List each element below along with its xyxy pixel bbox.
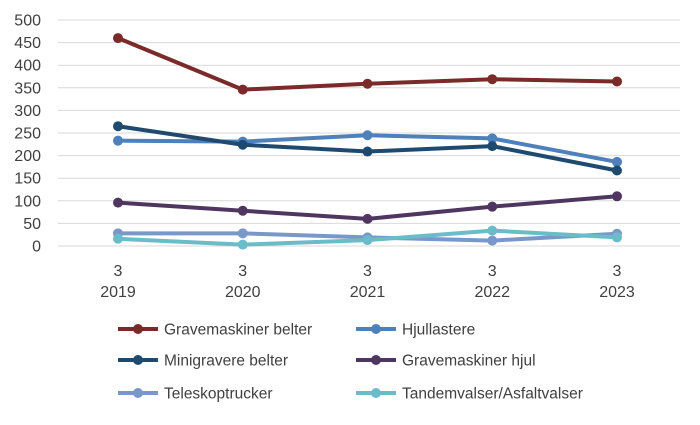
legend-item: Gravemaskiner belter — [118, 322, 312, 339]
y-tick-label: 350 — [14, 80, 41, 97]
series-3 — [113, 191, 622, 224]
data-point — [237, 139, 248, 150]
data-point — [237, 205, 248, 216]
data-point — [487, 133, 498, 144]
y-tick-label: 100 — [14, 193, 41, 210]
data-point — [487, 235, 498, 246]
data-point — [362, 130, 373, 141]
legend-marker — [133, 388, 143, 398]
legend-label: Hjullastere — [402, 322, 475, 339]
y-tick-label: 450 — [14, 35, 41, 52]
data-point — [362, 213, 373, 224]
legend-marker — [133, 324, 143, 334]
y-tick-label: 50 — [23, 216, 41, 233]
x-tick-label-top: 3 — [114, 263, 123, 280]
data-point — [237, 228, 248, 239]
legend-item: Tandemvalser/Asfaltvalser — [356, 386, 583, 403]
data-point — [612, 165, 622, 176]
legend-item: Teleskoptrucker — [118, 386, 273, 403]
data-point — [362, 146, 373, 157]
legend: Gravemaskiner belter Hjullastere Minigrave… — [118, 322, 583, 403]
data-point — [237, 239, 248, 250]
data-point — [362, 78, 373, 89]
x-tick-label-top: 3 — [363, 263, 372, 280]
x-tick-label-year: 2022 — [474, 284, 510, 301]
y-tick-label: 500 — [14, 13, 41, 30]
data-point — [237, 84, 248, 95]
legend-marker — [371, 324, 381, 334]
data-point — [362, 235, 373, 246]
legend-marker — [133, 355, 143, 365]
x-tick-label-year: 2020 — [225, 284, 261, 301]
data-point — [113, 197, 123, 208]
y-tick-label: 200 — [14, 148, 41, 165]
data-point — [612, 156, 622, 167]
x-tick-label-year: 2021 — [350, 284, 386, 301]
legend-label: Gravemaskiner hjul — [402, 353, 536, 370]
data-point — [487, 225, 498, 236]
legend-item: Hjullastere — [356, 322, 475, 339]
data-point — [113, 233, 123, 244]
legend-label: Gravemaskiner belter — [164, 322, 312, 339]
y-tick-label: 250 — [14, 126, 41, 143]
series-0 — [113, 33, 622, 95]
y-tick-label: 0 — [32, 239, 41, 256]
x-tick-label-top: 3 — [238, 263, 247, 280]
legend-label: Teleskoptrucker — [164, 386, 273, 403]
legend-label: Minigravere belter — [164, 353, 288, 370]
y-tick-label: 150 — [14, 171, 41, 188]
legend-marker — [371, 388, 381, 398]
x-tick-label-year: 2019 — [100, 284, 136, 301]
x-tick-label-top: 3 — [488, 263, 497, 280]
y-tick-label: 400 — [14, 58, 41, 75]
series-2 — [113, 121, 622, 176]
legend-label: Tandemvalser/Asfaltvalser — [402, 386, 583, 403]
series-5 — [113, 225, 622, 250]
y-tick-label: 300 — [14, 103, 41, 120]
data-point — [113, 121, 123, 132]
x-tick-label-top: 3 — [613, 263, 622, 280]
data-point — [113, 135, 123, 146]
data-point — [612, 232, 622, 243]
legend-item: Gravemaskiner hjul — [356, 353, 536, 370]
legend-item: Minigravere belter — [118, 353, 288, 370]
x-tick-label-year: 2023 — [599, 284, 635, 301]
data-point — [113, 33, 123, 44]
y-axis-ticks: 0 50 100 150 200 250 300 350 400 450 500 — [14, 13, 41, 256]
data-point — [612, 191, 622, 202]
data-point — [612, 76, 622, 87]
data-point — [487, 201, 498, 212]
data-point — [487, 74, 498, 85]
legend-marker — [371, 355, 381, 365]
series-lines — [113, 33, 622, 250]
data-point — [487, 141, 498, 152]
x-axis-ticks: 3 2019 3 2020 3 2021 3 2022 3 2023 — [100, 263, 635, 301]
